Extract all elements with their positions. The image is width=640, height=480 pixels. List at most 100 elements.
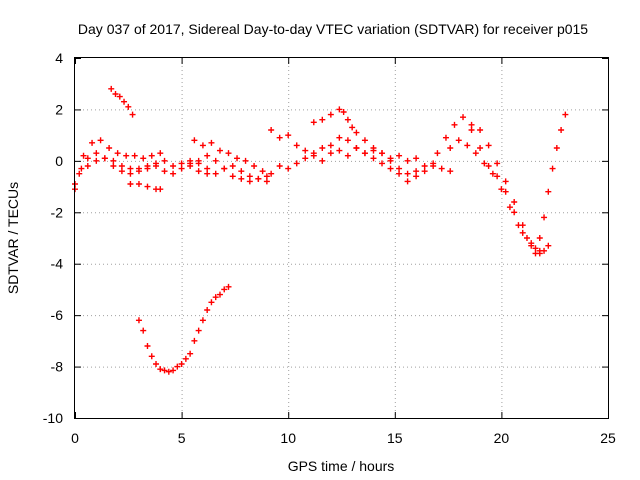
data-point [562, 111, 569, 118]
data-point [528, 240, 535, 247]
y-tick-label: -2 [51, 204, 64, 220]
data-point [78, 165, 85, 172]
data-point [84, 155, 91, 162]
data-point [396, 165, 403, 172]
data-point [302, 147, 309, 154]
y-tick-label: 4 [55, 50, 63, 66]
data-point [93, 157, 100, 164]
data-point [379, 160, 386, 167]
data-point [246, 173, 253, 180]
data-point [208, 139, 215, 146]
data-point [212, 157, 219, 164]
data-point [353, 129, 360, 136]
y-tick-label: -10 [43, 410, 63, 426]
data-point [336, 147, 343, 154]
data-point [161, 367, 168, 374]
data-point [127, 181, 134, 187]
data-point [532, 250, 539, 257]
data-point [112, 91, 119, 97]
data-point [255, 175, 262, 182]
y-tick-label: -4 [51, 256, 64, 272]
data-point [216, 147, 223, 154]
data-point [293, 160, 300, 167]
data-point [455, 137, 462, 144]
series-track-12 [434, 114, 548, 257]
series-track-6 [135, 283, 232, 375]
data-point [157, 366, 164, 373]
data-point [76, 170, 83, 177]
data-point [285, 132, 292, 139]
data-point [135, 317, 142, 324]
series-track-1 [72, 150, 270, 187]
data-point [396, 170, 403, 177]
data-point [404, 170, 411, 177]
data-point [344, 137, 351, 144]
data-point [447, 168, 454, 175]
data-point [523, 235, 530, 241]
data-point [502, 178, 509, 185]
data-point [208, 299, 215, 306]
x-tick-label: 15 [387, 430, 403, 446]
data-point [140, 155, 147, 162]
data-point [327, 142, 334, 149]
data-point [451, 121, 458, 128]
data-point [498, 186, 505, 193]
data-point [442, 134, 449, 141]
series-track-14 [468, 121, 552, 254]
data-point [413, 173, 420, 180]
data-point [472, 150, 479, 157]
data-point [221, 165, 228, 172]
data-point [327, 150, 334, 157]
data-point [379, 150, 386, 157]
data-point [229, 173, 236, 180]
data-point [344, 116, 351, 123]
data-point [191, 137, 198, 144]
data-point [285, 165, 292, 172]
data-point [170, 170, 177, 177]
data-point [319, 145, 326, 151]
data-point [413, 155, 420, 162]
data-point [118, 168, 125, 175]
data-point [541, 214, 548, 221]
data-point [127, 165, 134, 172]
data-point [97, 137, 104, 144]
data-point [485, 163, 492, 169]
data-point [340, 109, 347, 115]
data-point [532, 245, 539, 252]
data-point [131, 152, 138, 159]
data-point [225, 283, 232, 290]
data-point [123, 152, 130, 159]
data-point [464, 142, 471, 149]
data-point [148, 152, 155, 159]
data-point [447, 145, 454, 151]
x-tick-label: 5 [178, 430, 186, 446]
data-point [170, 367, 177, 374]
series-track-9 [268, 127, 454, 175]
data-point [234, 155, 241, 162]
x-axis-label: GPS time / hours [288, 458, 395, 474]
x-axis-tick-labels: 0 5 10 15 20 25 [71, 430, 616, 446]
data-point [161, 168, 168, 175]
data-point [238, 175, 245, 182]
data-point [144, 165, 151, 172]
data-point [361, 150, 368, 157]
data-point [489, 170, 496, 177]
data-point [553, 145, 560, 151]
data-point [178, 361, 185, 367]
data-point [558, 127, 565, 133]
data-point [125, 103, 132, 110]
data-point [199, 142, 206, 149]
data-point [170, 163, 177, 169]
data-point [344, 152, 351, 159]
y-tick-label: -8 [51, 359, 64, 375]
data-point [494, 160, 501, 167]
data-point [545, 188, 552, 195]
data-point [481, 160, 488, 167]
data-point [174, 363, 181, 370]
data-point [157, 186, 164, 193]
data-point [545, 242, 552, 249]
data-point [195, 157, 202, 164]
data-point [353, 145, 360, 151]
data-point [438, 165, 445, 172]
data-point [204, 307, 211, 313]
